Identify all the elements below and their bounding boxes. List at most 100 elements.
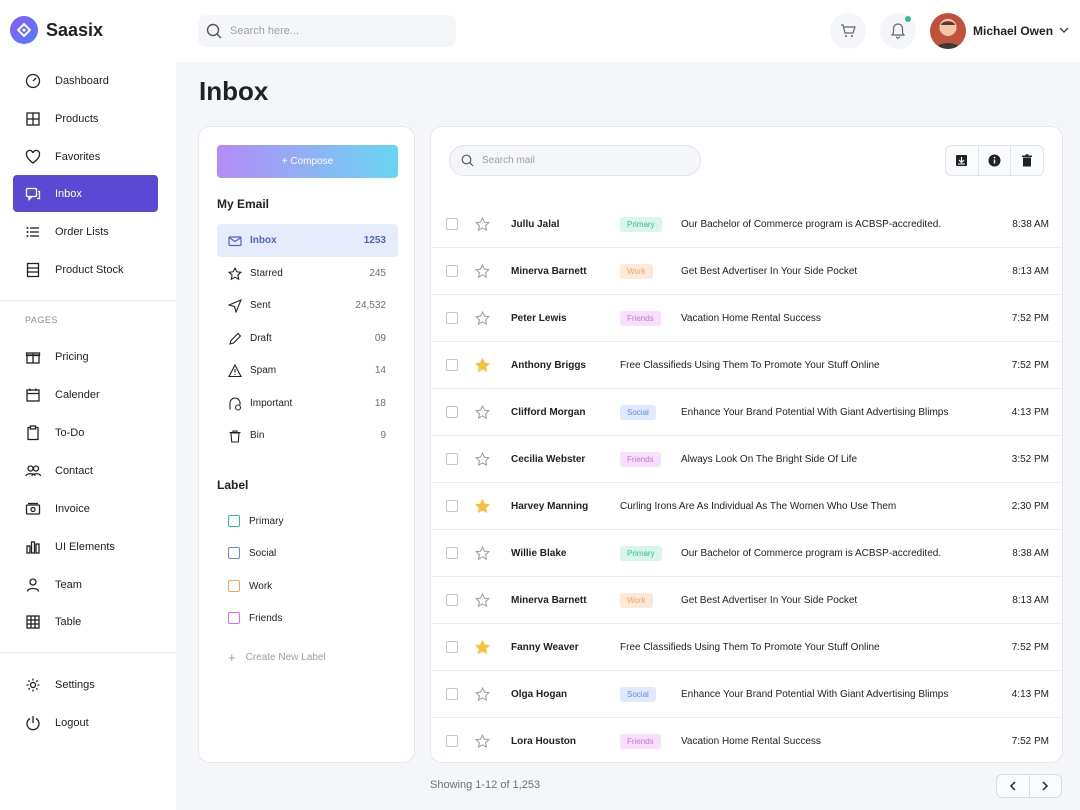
sidebar-item-label: Table <box>55 615 82 628</box>
delete-button[interactable] <box>1011 146 1043 175</box>
star-filled-icon[interactable] <box>475 639 490 655</box>
row-checkbox[interactable] <box>446 406 458 418</box>
create-label-button[interactable]: + Create New Label <box>228 650 326 665</box>
mail-search-input[interactable] <box>482 155 682 166</box>
sidebar-item-label: Order Lists <box>55 225 109 238</box>
row-checkbox[interactable] <box>446 218 458 230</box>
star-icon[interactable] <box>475 733 490 749</box>
row-checkbox[interactable] <box>446 359 458 371</box>
folder-inbox[interactable]: Inbox 1253 <box>217 224 398 257</box>
star-filled-icon[interactable] <box>475 498 490 514</box>
mail-row[interactable]: Lora Houston Friends Vacation Home Rental … <box>431 718 1062 762</box>
chevron-down-icon[interactable] <box>1059 26 1069 34</box>
stock-icon <box>25 262 41 278</box>
global-search[interactable] <box>198 15 456 47</box>
folder-important[interactable]: Important 18 <box>217 387 398 420</box>
row-checkbox[interactable] <box>446 735 458 747</box>
folder-spam[interactable]: Spam 14 <box>217 354 398 387</box>
sidebar-item-favorites[interactable]: Favorites <box>13 138 158 175</box>
sidebar-item-label: Settings <box>55 678 95 691</box>
folder-draft[interactable]: Draft 09 <box>217 322 398 355</box>
info-button[interactable] <box>979 146 1012 175</box>
label-checkbox[interactable] <box>228 612 240 624</box>
sidebar-item-label: Product Stock <box>55 263 124 276</box>
next-page-button[interactable] <box>1030 775 1062 797</box>
sidebar-item-settings[interactable]: Settings <box>13 666 158 703</box>
sidebar-item-invoice[interactable]: Invoice <box>13 490 158 527</box>
sidebar-item-products[interactable]: Products <box>13 100 158 137</box>
table-icon <box>25 614 41 630</box>
folder-starred[interactable]: Starred 245 <box>217 257 398 290</box>
folder-sent[interactable]: Sent 24,532 <box>217 289 398 322</box>
archive-button[interactable] <box>946 146 979 175</box>
mail-row[interactable]: Olga Hogan Social Enhance Your Brand Poten… <box>431 671 1062 718</box>
user-name[interactable]: Michael Owen <box>973 24 1054 38</box>
mail-row[interactable]: Willie Blake Primary Our Bachelor of Comme… <box>431 530 1062 577</box>
mail-icon <box>228 234 242 248</box>
label-social[interactable]: Social <box>228 547 276 559</box>
row-checkbox[interactable] <box>446 594 458 606</box>
avatar[interactable] <box>930 13 966 49</box>
row-checkbox[interactable] <box>446 547 458 559</box>
row-checkbox[interactable] <box>446 500 458 512</box>
star-icon[interactable] <box>475 310 490 326</box>
row-subject: Free Classifieds Using Them To Promote Y… <box>620 641 880 653</box>
sidebar-item-logout[interactable]: Logout <box>13 704 158 741</box>
sidebar-item-product-stock[interactable]: Product Stock <box>13 251 158 288</box>
sidebar-item-dashboard[interactable]: Dashboard <box>13 62 158 99</box>
sidebar-item-label: Products <box>55 112 99 125</box>
label-friends[interactable]: Friends <box>228 612 282 624</box>
heart-icon <box>25 149 41 165</box>
cart-button[interactable] <box>830 13 866 49</box>
sidebar-item-calender[interactable]: Calender <box>13 376 158 413</box>
compose-button[interactable]: + Compose <box>217 145 398 178</box>
sidebar-item-inbox[interactable]: Inbox <box>13 175 158 212</box>
label-primary[interactable]: Primary <box>228 515 283 527</box>
mail-row[interactable]: Anthony Briggs Free Classifieds Using The… <box>431 342 1062 389</box>
star-icon[interactable] <box>475 686 490 702</box>
sidebar-divider <box>0 652 176 653</box>
sidebar-item-to-do[interactable]: To-Do <box>13 414 158 451</box>
mail-row[interactable]: Fanny Weaver Free Classifieds Using Them … <box>431 624 1062 671</box>
notifications-button[interactable] <box>880 13 916 49</box>
global-search-input[interactable] <box>230 25 430 37</box>
label-checkbox[interactable] <box>228 580 240 592</box>
prev-page-button[interactable] <box>997 775 1030 797</box>
folder-bin[interactable]: Bin 9 <box>217 419 398 452</box>
star-filled-icon[interactable] <box>475 357 490 373</box>
mail-search[interactable] <box>449 145 701 176</box>
mail-row[interactable]: Clifford Morgan Social Enhance Your Brand … <box>431 389 1062 436</box>
sidebar-item-ui-elements[interactable]: UI Elements <box>13 528 158 565</box>
folder-label: Starred <box>250 268 283 279</box>
row-checkbox[interactable] <box>446 312 458 324</box>
label-checkbox[interactable] <box>228 515 240 527</box>
star-icon[interactable] <box>475 216 490 232</box>
sidebar-item-team[interactable]: Team <box>13 566 158 603</box>
gear-icon <box>25 677 41 693</box>
mail-row[interactable]: Harvey Manning Curling Irons Are As Indiv… <box>431 483 1062 530</box>
star-icon[interactable] <box>475 451 490 467</box>
sidebar-item-order-lists[interactable]: Order Lists <box>13 213 158 250</box>
mail-row[interactable]: Peter Lewis Friends Vacation Home Rental S… <box>431 295 1062 342</box>
mail-row[interactable]: Minerva Barnett Work Get Best Advertiser I… <box>431 577 1062 624</box>
mail-row[interactable]: Jullu Jalal Primary Our Bachelor of Commer… <box>431 201 1062 248</box>
row-checkbox[interactable] <box>446 688 458 700</box>
label-work[interactable]: Work <box>228 580 272 592</box>
sidebar: Dashboard Products Favorites Inbox Order… <box>0 62 176 810</box>
sidebar-item-pricing[interactable]: Pricing <box>13 338 158 375</box>
row-checkbox[interactable] <box>446 641 458 653</box>
row-checkbox[interactable] <box>446 453 458 465</box>
sidebar-item-contact[interactable]: Contact <box>13 452 158 489</box>
brand[interactable]: Saasix <box>10 16 103 44</box>
star-icon[interactable] <box>475 545 490 561</box>
row-checkbox[interactable] <box>446 265 458 277</box>
label-checkbox[interactable] <box>228 547 240 559</box>
folder-count: 18 <box>374 398 386 409</box>
sidebar-item-table[interactable]: Table <box>13 603 158 640</box>
mail-row[interactable]: Cecilia Webster Friends Always Look On The… <box>431 436 1062 483</box>
star-icon[interactable] <box>475 263 490 279</box>
row-time: 7:52 PM <box>1011 735 1049 747</box>
star-icon[interactable] <box>475 404 490 420</box>
mail-row[interactable]: Minerva Barnett Work Get Best Advertiser I… <box>431 248 1062 295</box>
star-icon[interactable] <box>475 592 490 608</box>
